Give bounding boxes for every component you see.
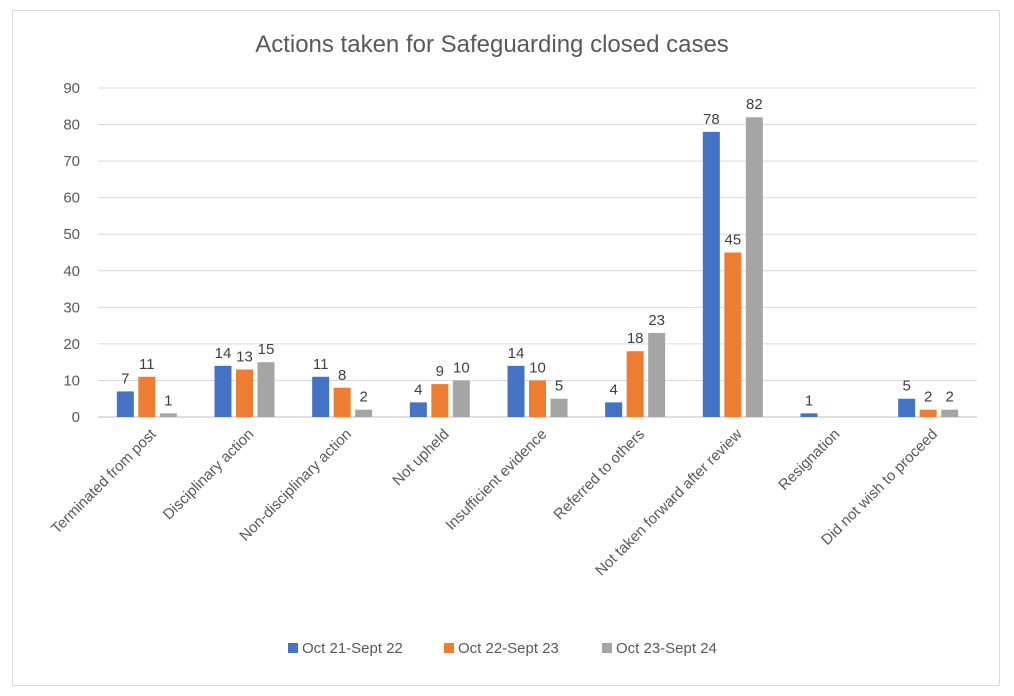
data-label: 10 [529, 359, 546, 376]
bar [648, 332, 666, 417]
data-label: 2 [359, 389, 367, 406]
bar [236, 369, 253, 417]
data-label: 2 [945, 389, 953, 406]
bars [116, 117, 959, 417]
bar [919, 409, 937, 417]
y-tick-label: 20 [63, 336, 80, 353]
bar [214, 365, 232, 417]
y-tick-label: 30 [63, 299, 80, 316]
legend-label: Oct 21-Sept 22 [302, 640, 403, 657]
x-category-label: Referred to others [550, 426, 648, 524]
chart-title: Actions taken for Safeguarding closed ca… [255, 31, 729, 58]
bar [507, 365, 525, 417]
bar [116, 391, 134, 417]
data-label: 13 [236, 348, 253, 365]
bar [941, 409, 959, 417]
bar [626, 351, 644, 417]
legend-label: Oct 22-Sept 23 [458, 640, 559, 657]
data-label: 2 [924, 389, 932, 406]
data-label: 45 [724, 232, 741, 249]
data-label: 1 [805, 392, 813, 409]
data-label: 8 [338, 367, 346, 384]
x-category-label: Terminated from post [48, 425, 160, 537]
y-tick-label: 0 [72, 409, 80, 426]
y-tick-label: 70 [63, 153, 80, 170]
data-label: 11 [313, 356, 329, 373]
bar [355, 409, 373, 417]
x-category-label: Not upheld [389, 426, 452, 489]
bar [702, 131, 720, 417]
data-label: 10 [453, 359, 470, 376]
bar [898, 398, 916, 417]
data-label: 7 [121, 370, 129, 387]
bar [529, 380, 546, 417]
x-category-label: Insufficient evidence [442, 426, 550, 534]
bar [257, 362, 275, 417]
x-category-label: Non-disciplinary action [236, 426, 355, 545]
data-label: 5 [902, 378, 910, 395]
legend-swatch [288, 643, 298, 653]
bar [138, 376, 156, 417]
data-label: 5 [555, 378, 563, 395]
y-tick-label: 90 [63, 80, 80, 97]
data-label: 11 [139, 356, 155, 373]
y-tick-label: 40 [63, 263, 80, 280]
data-label: 4 [414, 381, 422, 398]
data-label: 82 [746, 96, 763, 113]
x-axis-categories: Terminated from post Disciplinary actionN… [48, 425, 941, 579]
bar [333, 387, 351, 417]
data-label: 1 [164, 392, 172, 409]
legend: Oct 21-Sept 22 Oct 22-Sept 23 Oct 23-Sept … [288, 640, 717, 657]
data-label: 23 [648, 312, 665, 329]
bar [312, 376, 330, 417]
data-label: 18 [627, 330, 644, 347]
legend-swatch [602, 643, 612, 653]
y-tick-label: 60 [63, 190, 80, 207]
bar [605, 402, 623, 417]
y-tick-label: 50 [63, 226, 80, 243]
bar [431, 384, 449, 417]
bar [409, 402, 427, 417]
bar [452, 380, 470, 417]
chart-frame [12, 10, 1000, 686]
data-label: 14 [508, 345, 525, 362]
bar [159, 413, 177, 417]
x-category-label: Resignation [775, 426, 843, 494]
legend-label: Oct 23-Sept 24 [616, 640, 717, 657]
y-tick-label: 10 [63, 372, 80, 389]
data-label: 4 [609, 381, 617, 398]
bar [745, 117, 763, 417]
data-label: 14 [215, 345, 232, 362]
y-tick-label: 80 [63, 117, 80, 134]
x-category-label: Disciplinary action [160, 426, 258, 524]
legend-swatch [444, 643, 454, 653]
data-label: 78 [703, 111, 720, 128]
data-label: 9 [436, 363, 444, 380]
bar [724, 252, 742, 417]
data-label: 15 [258, 341, 275, 358]
bar [800, 413, 818, 417]
y-axis-ticks: 0 10 20 30 40 50 60 70 80 90 [63, 80, 80, 426]
bar [550, 398, 568, 417]
